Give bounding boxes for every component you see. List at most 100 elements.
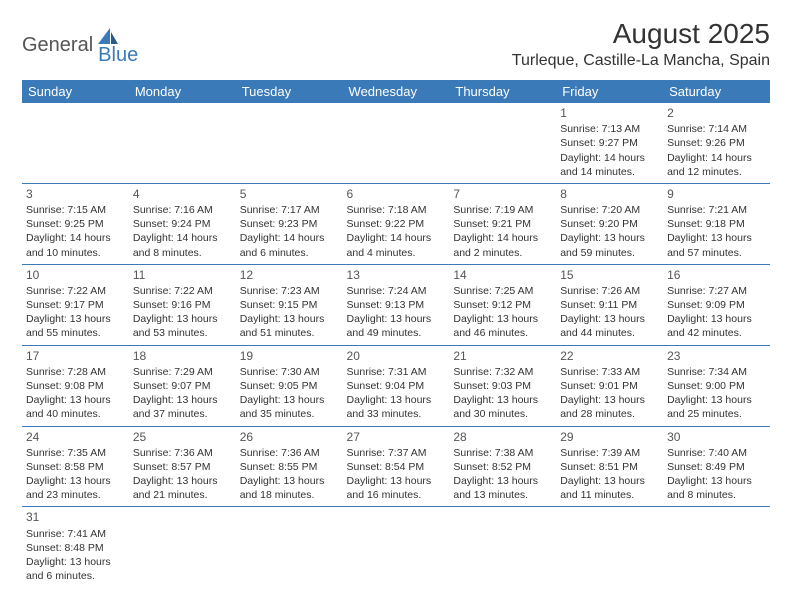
sunrise-line: Sunrise: 7:36 AM (240, 446, 339, 460)
daylight-line: Daylight: 13 hours and 23 minutes. (26, 474, 125, 502)
day-cell: 27Sunrise: 7:37 AMSunset: 8:54 PMDayligh… (343, 426, 450, 507)
sunset-line: Sunset: 9:20 PM (560, 217, 659, 231)
sunrise-line: Sunrise: 7:18 AM (347, 203, 446, 217)
day-cell: 19Sunrise: 7:30 AMSunset: 9:05 PMDayligh… (236, 345, 343, 426)
day-cell: 30Sunrise: 7:40 AMSunset: 8:49 PMDayligh… (663, 426, 770, 507)
day-number: 30 (667, 429, 766, 445)
daylight-line: Daylight: 13 hours and 13 minutes. (453, 474, 552, 502)
daylight-line: Daylight: 13 hours and 44 minutes. (560, 312, 659, 340)
day-cell: 26Sunrise: 7:36 AMSunset: 8:55 PMDayligh… (236, 426, 343, 507)
sunset-line: Sunset: 9:15 PM (240, 298, 339, 312)
daylight-line: Daylight: 13 hours and 46 minutes. (453, 312, 552, 340)
weekday-header: Friday (556, 80, 663, 103)
day-cell: 17Sunrise: 7:28 AMSunset: 9:08 PMDayligh… (22, 345, 129, 426)
day-number: 10 (26, 267, 125, 283)
sunset-line: Sunset: 9:12 PM (453, 298, 552, 312)
empty-cell (236, 103, 343, 183)
sunset-line: Sunset: 9:05 PM (240, 379, 339, 393)
day-cell: 9Sunrise: 7:21 AMSunset: 9:18 PMDaylight… (663, 183, 770, 264)
daylight-line: Daylight: 14 hours and 10 minutes. (26, 231, 125, 259)
day-number: 29 (560, 429, 659, 445)
sunset-line: Sunset: 9:25 PM (26, 217, 125, 231)
daylight-line: Daylight: 13 hours and 25 minutes. (667, 393, 766, 421)
sunrise-line: Sunrise: 7:15 AM (26, 203, 125, 217)
day-number: 5 (240, 186, 339, 202)
sunset-line: Sunset: 8:51 PM (560, 460, 659, 474)
day-cell: 21Sunrise: 7:32 AMSunset: 9:03 PMDayligh… (449, 345, 556, 426)
day-cell: 1Sunrise: 7:13 AMSunset: 9:27 PMDaylight… (556, 103, 663, 183)
day-cell: 18Sunrise: 7:29 AMSunset: 9:07 PMDayligh… (129, 345, 236, 426)
header: General Blue August 2025 Turleque, Casti… (22, 18, 770, 70)
empty-cell (22, 103, 129, 183)
day-cell: 13Sunrise: 7:24 AMSunset: 9:13 PMDayligh… (343, 264, 450, 345)
day-number: 3 (26, 186, 125, 202)
empty-cell (236, 507, 343, 587)
sunset-line: Sunset: 9:24 PM (133, 217, 232, 231)
sunset-line: Sunset: 9:22 PM (347, 217, 446, 231)
weekday-header: Tuesday (236, 80, 343, 103)
day-cell: 4Sunrise: 7:16 AMSunset: 9:24 PMDaylight… (129, 183, 236, 264)
day-number: 27 (347, 429, 446, 445)
sunset-line: Sunset: 8:57 PM (133, 460, 232, 474)
sunset-line: Sunset: 9:03 PM (453, 379, 552, 393)
sunrise-line: Sunrise: 7:20 AM (560, 203, 659, 217)
day-number: 12 (240, 267, 339, 283)
day-cell: 5Sunrise: 7:17 AMSunset: 9:23 PMDaylight… (236, 183, 343, 264)
daylight-line: Daylight: 13 hours and 55 minutes. (26, 312, 125, 340)
daylight-line: Daylight: 13 hours and 8 minutes. (667, 474, 766, 502)
day-number: 26 (240, 429, 339, 445)
sunrise-line: Sunrise: 7:41 AM (26, 527, 125, 541)
sunrise-line: Sunrise: 7:32 AM (453, 365, 552, 379)
sunset-line: Sunset: 9:17 PM (26, 298, 125, 312)
weekday-header: Wednesday (343, 80, 450, 103)
empty-cell (449, 103, 556, 183)
daylight-line: Daylight: 13 hours and 53 minutes. (133, 312, 232, 340)
sunrise-line: Sunrise: 7:27 AM (667, 284, 766, 298)
daylight-line: Daylight: 13 hours and 6 minutes. (26, 555, 125, 583)
daylight-line: Daylight: 13 hours and 57 minutes. (667, 231, 766, 259)
sunset-line: Sunset: 8:52 PM (453, 460, 552, 474)
empty-cell (343, 507, 450, 587)
daylight-line: Daylight: 13 hours and 42 minutes. (667, 312, 766, 340)
day-cell: 14Sunrise: 7:25 AMSunset: 9:12 PMDayligh… (449, 264, 556, 345)
logo-text-blue: Blue (98, 44, 138, 67)
daylight-line: Daylight: 13 hours and 21 minutes. (133, 474, 232, 502)
month-title: August 2025 (512, 18, 770, 50)
day-cell: 20Sunrise: 7:31 AMSunset: 9:04 PMDayligh… (343, 345, 450, 426)
daylight-line: Daylight: 13 hours and 37 minutes. (133, 393, 232, 421)
day-number: 1 (560, 105, 659, 121)
day-number: 23 (667, 348, 766, 364)
sunrise-line: Sunrise: 7:17 AM (240, 203, 339, 217)
daylight-line: Daylight: 13 hours and 18 minutes. (240, 474, 339, 502)
sunrise-line: Sunrise: 7:21 AM (667, 203, 766, 217)
daylight-line: Daylight: 14 hours and 6 minutes. (240, 231, 339, 259)
day-number: 19 (240, 348, 339, 364)
sunset-line: Sunset: 9:09 PM (667, 298, 766, 312)
empty-cell (663, 507, 770, 587)
daylight-line: Daylight: 13 hours and 30 minutes. (453, 393, 552, 421)
logo-text-general: General (22, 34, 93, 57)
day-number: 4 (133, 186, 232, 202)
empty-cell (129, 103, 236, 183)
sunrise-line: Sunrise: 7:14 AM (667, 122, 766, 136)
day-cell: 3Sunrise: 7:15 AMSunset: 9:25 PMDaylight… (22, 183, 129, 264)
weekday-header: Thursday (449, 80, 556, 103)
empty-cell (449, 507, 556, 587)
daylight-line: Daylight: 13 hours and 35 minutes. (240, 393, 339, 421)
day-number: 15 (560, 267, 659, 283)
sunset-line: Sunset: 8:54 PM (347, 460, 446, 474)
day-cell: 6Sunrise: 7:18 AMSunset: 9:22 PMDaylight… (343, 183, 450, 264)
day-number: 22 (560, 348, 659, 364)
sunset-line: Sunset: 9:11 PM (560, 298, 659, 312)
day-number: 31 (26, 509, 125, 525)
location: Turleque, Castille-La Mancha, Spain (512, 52, 770, 70)
sunrise-line: Sunrise: 7:31 AM (347, 365, 446, 379)
sunrise-line: Sunrise: 7:30 AM (240, 365, 339, 379)
sunrise-line: Sunrise: 7:28 AM (26, 365, 125, 379)
day-cell: 24Sunrise: 7:35 AMSunset: 8:58 PMDayligh… (22, 426, 129, 507)
weekday-header: Sunday (22, 80, 129, 103)
day-number: 14 (453, 267, 552, 283)
day-cell: 31Sunrise: 7:41 AMSunset: 8:48 PMDayligh… (22, 507, 129, 587)
daylight-line: Daylight: 13 hours and 40 minutes. (26, 393, 125, 421)
day-cell: 8Sunrise: 7:20 AMSunset: 9:20 PMDaylight… (556, 183, 663, 264)
